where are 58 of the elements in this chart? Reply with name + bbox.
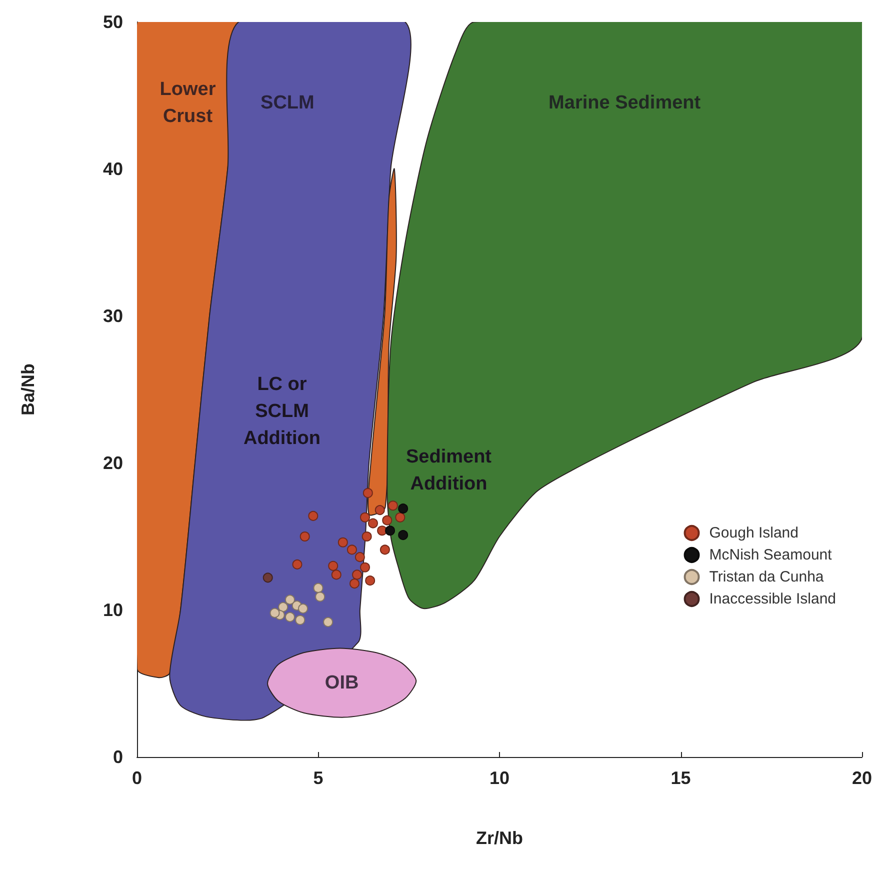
legend-label: McNish Seamount [709,546,833,564]
point [398,504,408,514]
point [360,512,370,522]
legend-label: Tristan da Cunha [709,568,824,586]
annotation: Sediment Addition [406,446,492,494]
point [323,617,334,628]
point [388,500,398,511]
legend-label: Inaccessible Island [709,590,836,608]
annotation: LC or SCLM Addition [243,374,321,450]
point [313,582,324,593]
point [365,576,376,586]
point [328,560,338,571]
point [308,510,318,521]
point [298,604,308,614]
point [377,526,388,536]
point [362,488,373,498]
x-tick-label: 10 [489,768,510,788]
legend-label: Gough Island [709,524,798,542]
point [385,526,396,536]
y-tick-label: 50 [102,12,123,32]
point [362,532,372,542]
point [352,570,362,580]
point [284,612,295,622]
series-label: SCLM [260,92,314,114]
y-tick-label: 30 [102,306,123,326]
x-tick-label: 15 [670,768,691,788]
y-tick-label: 10 [102,600,123,620]
y-tick-label: 0 [112,747,123,767]
series-label: OIB [324,672,359,694]
y-tick-label: 40 [102,159,123,179]
point [398,530,408,540]
point [338,537,348,548]
point [284,594,295,605]
y-axis-title: Ba/Nb [18,363,38,416]
point [292,559,302,570]
x-tick-label: 20 [852,768,872,788]
point [346,544,357,555]
y-tick-label: 20 [102,453,123,473]
point [300,532,310,542]
point [395,512,406,522]
point [374,505,385,516]
point [368,518,378,528]
point [295,615,306,625]
point [315,592,326,602]
point [270,608,280,618]
point [331,570,342,580]
x-tick-label: 0 [132,768,142,788]
point [354,552,365,562]
series-label: Lower Crust [160,78,216,127]
point [360,562,370,572]
point [262,572,273,583]
x-axis-title: Zr/Nb [476,828,523,848]
series-label: Marine Sediment [548,92,702,114]
point [278,602,288,612]
point [380,544,390,555]
point [382,515,392,526]
x-tick-label: 5 [313,768,324,788]
point [350,578,360,589]
